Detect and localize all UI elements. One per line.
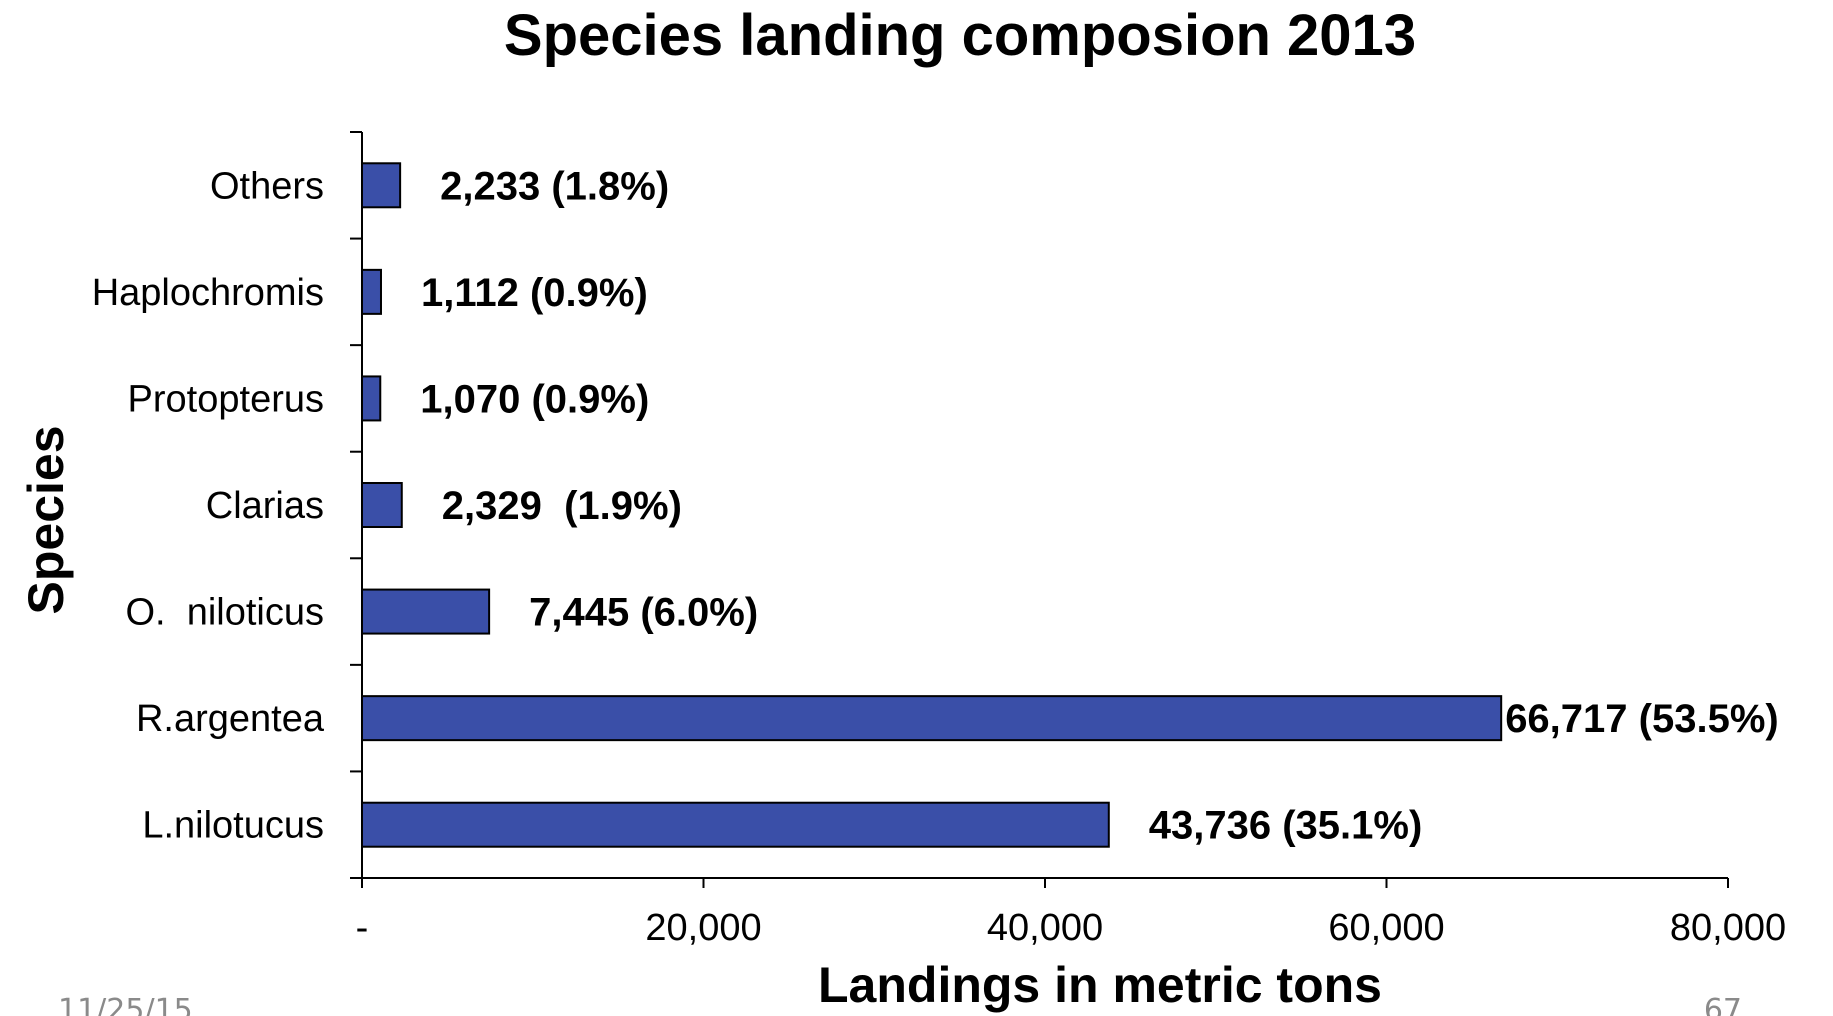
footer-page-number: 67 [1704,993,1742,1016]
bar-haplochromis [361,268,382,315]
bar-protopterus [361,375,382,422]
x-tick-label: 60,000 [1328,907,1444,949]
category-label-l-nilotucus: L.nilotucus [142,805,324,847]
data-label-o-niloticus: 7,445 (6.0%) [529,591,758,635]
data-label-l-nilotucus: 43,736 (35.1%) [1149,804,1423,848]
category-label-clarias: Clarias [206,485,324,527]
category-label-r-argentea: R.argentea [136,698,325,740]
data-label-others: 2,233 (1.8%) [440,164,669,208]
chart-title: Species landing composion 2013 [504,3,1416,68]
x-tick-label: - [356,907,369,949]
category-label-haplochromis: Haplochromis [92,272,324,314]
bar-o-niloticus [361,588,491,635]
data-label-r-argentea: 66,717 (53.5%) [1505,697,1779,741]
data-label-protopterus: 1,070 (0.9%) [420,377,649,421]
bar-l-nilotucus [361,801,1110,848]
category-label-protopterus: Protopterus [128,378,324,420]
data-label-clarias: 2,329 (1.9%) [442,484,682,528]
y-axis-title: Species [18,425,74,614]
category-label-o-niloticus: O. niloticus [125,592,324,634]
x-tick-label: 20,000 [645,907,761,949]
bars-layer: 2,233 (1.8%) 1,112 (0.9%) 1,070 (0.9%) 2,32… [361,162,1779,848]
bar-clarias [361,482,403,528]
data-label-haplochromis: 1,112 (0.9%) [421,271,648,315]
axes-layer: - 20,000 40,000 60,000 80,000 Others Haplochro… [92,131,1786,949]
bar-r-argentea [361,695,1503,742]
category-label-others: Others [210,165,324,207]
footer-date: 11/25/15 [58,993,193,1016]
x-axis-title: Landings in metric tons [818,957,1382,1013]
x-tick-label: 80,000 [1670,907,1786,949]
bar-others [361,162,402,209]
x-tick-label: 40,000 [987,907,1103,949]
